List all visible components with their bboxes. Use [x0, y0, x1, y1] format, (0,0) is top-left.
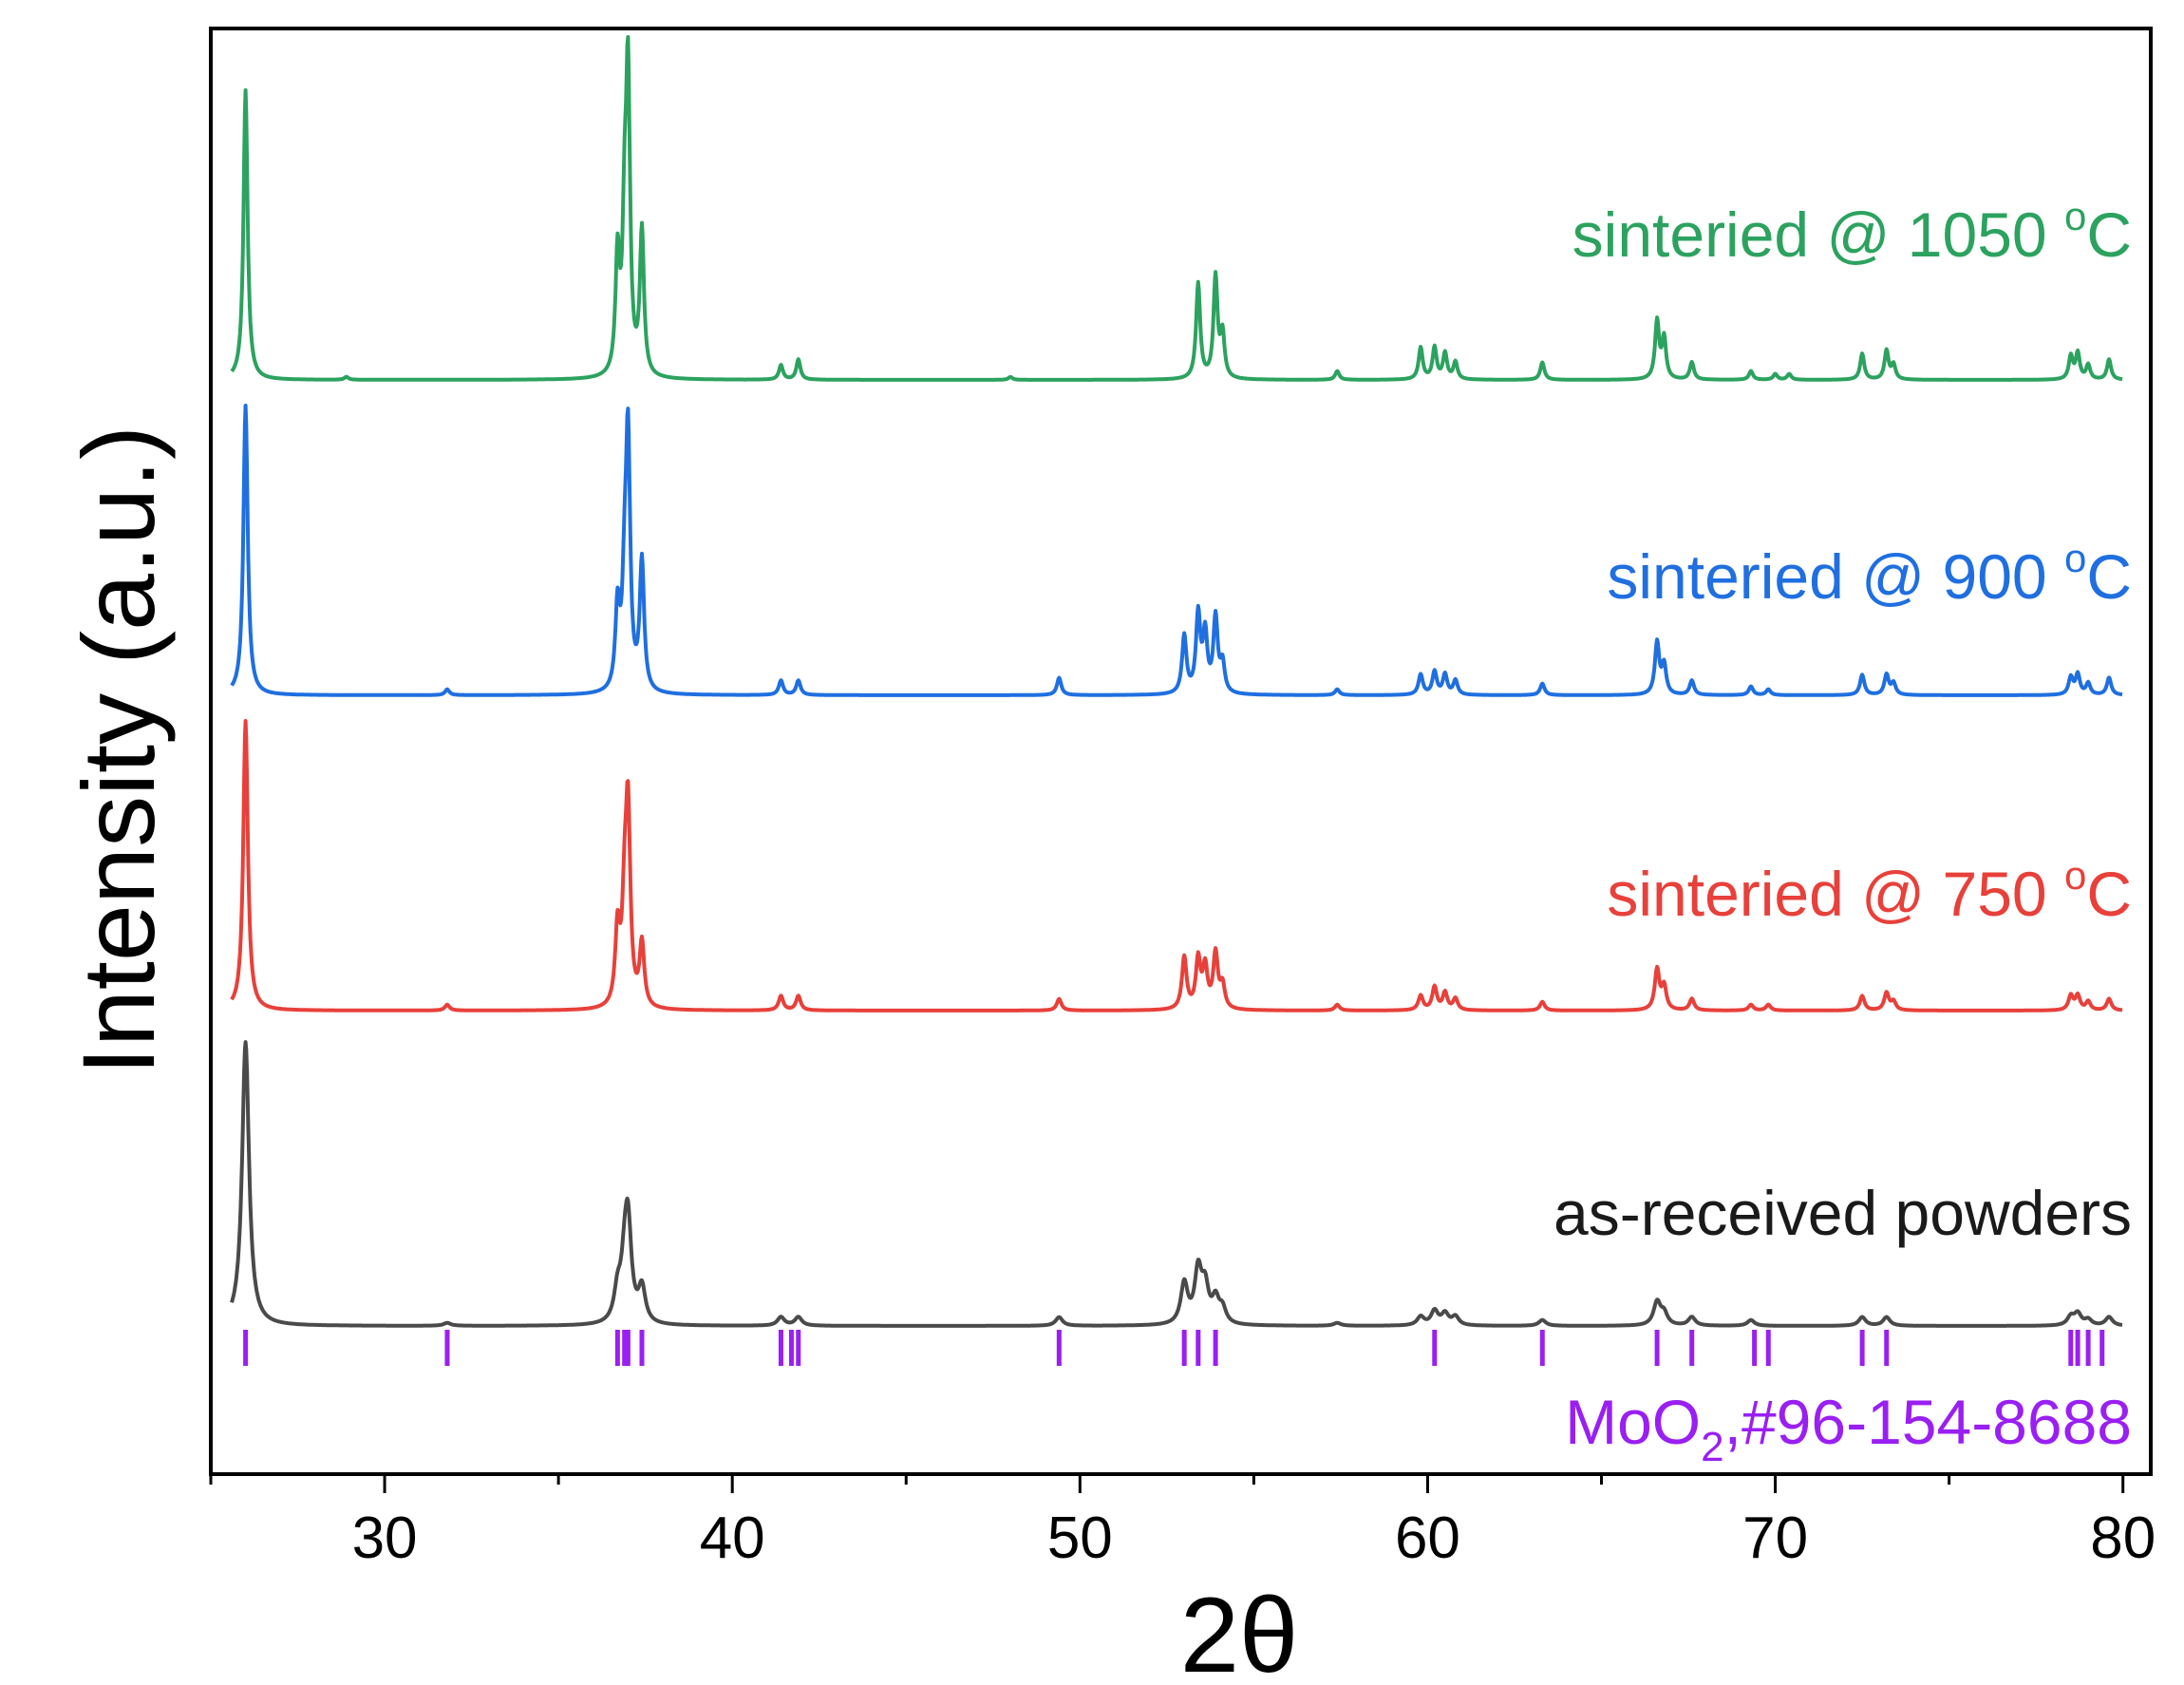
- series-line-900: [230, 404, 2124, 697]
- x-tick-label: 50: [1047, 1505, 1113, 1571]
- series-line-1050: [230, 35, 2124, 382]
- y-axis-label: Intensity (a.u.): [61, 426, 176, 1075]
- trace-group: [230, 35, 2124, 1328]
- x-tick-label: 60: [1395, 1505, 1460, 1571]
- series-label-750: sinteried @ 750 oC: [1607, 853, 2132, 929]
- x-tick-label: 80: [2090, 1505, 2156, 1571]
- series-label-1050: sinteried @ 1050 oC: [1572, 194, 2132, 270]
- series-line-as-received: [230, 1040, 2124, 1328]
- x-axis: 30 40 50 60 70 80: [209, 1474, 2156, 1571]
- reference-label: MoO2,#96-154-8688: [1565, 1387, 2132, 1470]
- series-line-750: [230, 719, 2124, 1013]
- plot-frame: [209, 27, 2153, 1476]
- x-tick-label: 70: [1742, 1505, 1808, 1571]
- x-tick-label: 30: [352, 1505, 418, 1571]
- x-axis-label: 2θ: [1180, 1576, 1299, 1685]
- series-label-as-received: as-received powders: [1553, 1178, 2132, 1248]
- reference-tick-group: [243, 1330, 2105, 1366]
- x-tick-label: 40: [700, 1505, 765, 1571]
- series-label-900: sinteried @ 900 oC: [1607, 536, 2132, 612]
